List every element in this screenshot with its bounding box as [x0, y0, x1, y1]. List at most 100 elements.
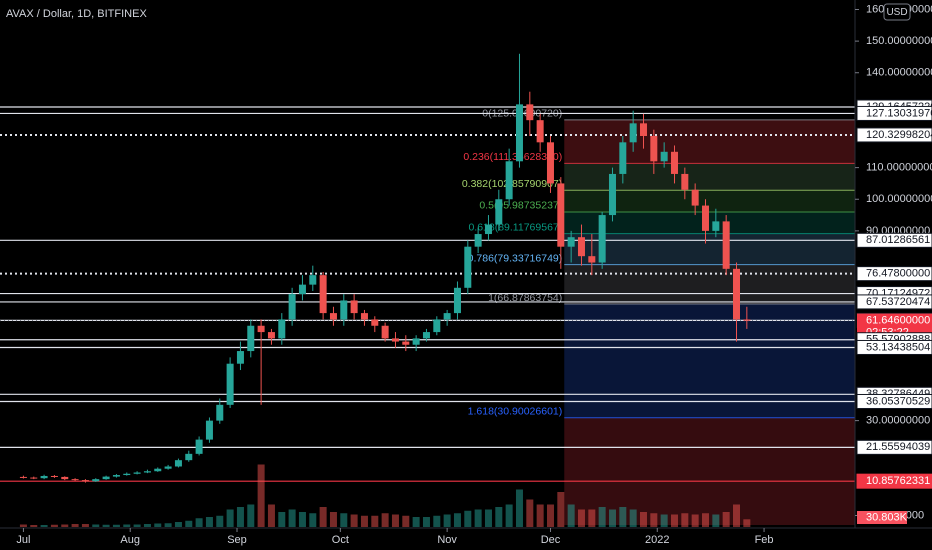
volume-bar: [340, 513, 348, 527]
volume-bar: [536, 504, 544, 527]
volume-bar: [495, 507, 503, 527]
volume-bar: [30, 525, 38, 527]
candle-body: [185, 453, 193, 461]
candle-body: [515, 104, 523, 162]
volume-bar: [619, 507, 627, 527]
level-label: 53.13438504: [866, 341, 930, 353]
volume-bar: [174, 522, 182, 527]
x-tick-label: Aug: [120, 534, 140, 546]
candle-body: [61, 476, 69, 480]
candle-body: [691, 189, 699, 206]
candle-body: [681, 173, 689, 190]
volume-bar: [81, 524, 89, 527]
candle-body: [536, 120, 544, 143]
candle-body: [712, 221, 720, 231]
candle-body: [309, 275, 317, 285]
volume-bar: [681, 513, 689, 527]
current-price-label: 61.64600000: [866, 314, 930, 326]
candle-body: [236, 351, 244, 364]
volume-bar: [371, 515, 379, 527]
currency-box[interactable]: [883, 3, 911, 21]
volume-bar: [691, 514, 699, 527]
level-label-box: [856, 393, 932, 409]
candle-body: [340, 300, 348, 320]
x-tick-label: Dec: [541, 534, 561, 546]
candle-body: [453, 287, 461, 314]
fib-label: 0.5(95.98735237): [479, 200, 562, 212]
volume-bar: [526, 499, 534, 527]
volume-bar: [288, 509, 296, 527]
candle-body: [19, 476, 27, 478]
candle-body: [402, 341, 410, 345]
x-tick-label: Sep: [227, 534, 247, 546]
candle-body: [743, 319, 751, 321]
candle-body: [412, 338, 420, 345]
candle-body: [102, 476, 110, 480]
volume-bar: [639, 512, 647, 527]
level-label: 87.01286561: [866, 234, 930, 246]
volume-bar: [50, 524, 58, 527]
candle-body: [226, 363, 234, 405]
volume-bar: [722, 512, 730, 527]
volume-bar: [660, 514, 668, 527]
x-tick-label: Oct: [332, 534, 349, 546]
currency[interactable]: USD: [886, 7, 907, 18]
volume-bar: [743, 519, 751, 527]
candle-body: [298, 284, 306, 295]
candle-body: [670, 151, 678, 174]
fib-label: 0.618(89.11769567): [468, 221, 562, 233]
x-tick-label: Feb: [755, 534, 774, 546]
volume-bar: [257, 464, 265, 527]
volume-bar: [71, 524, 79, 527]
volume-bar: [650, 513, 658, 527]
fib-label: 0.786(79.33716749): [468, 252, 563, 264]
volume-bar: [154, 523, 162, 527]
fib-band: [564, 163, 855, 191]
fib-band: [564, 233, 855, 265]
candle-body: [588, 256, 596, 263]
candle-body: [288, 294, 296, 320]
volume-bar: [309, 513, 317, 527]
volume-bar: [185, 520, 193, 527]
candle-body: [154, 468, 162, 472]
candle-body: [495, 199, 503, 225]
volume-bar: [402, 515, 410, 527]
candle-body: [391, 338, 399, 342]
x-tick-label: Jul: [16, 534, 30, 546]
volume-bar: [433, 515, 441, 527]
volume-bar: [381, 513, 389, 527]
volume-bar: [443, 514, 451, 527]
fib-label: 1.618(30.90026601): [468, 406, 563, 418]
level-label-box: [856, 232, 932, 248]
volume-bar: [112, 524, 120, 527]
candle-body: [464, 246, 472, 288]
candle-body: [474, 234, 482, 247]
fib-band: [564, 119, 855, 164]
volume-bar: [670, 514, 678, 527]
level-label-box: [856, 105, 932, 121]
volume-bar: [505, 504, 513, 527]
y-tick-label: 30.00000000: [866, 415, 930, 427]
volume-bar: [195, 518, 203, 527]
candle-body: [422, 332, 430, 339]
volume-bar: [453, 513, 461, 527]
volume-bar: [278, 512, 286, 527]
candle-body: [433, 319, 441, 333]
volume-bar: [61, 524, 69, 527]
candle-body: [112, 475, 120, 477]
volume-bar: [164, 523, 172, 527]
candle-body: [319, 275, 327, 314]
plot-area: 0(125.09600720)0.236(111.35628380)0.382(…: [0, 53, 855, 527]
volume-bar: [133, 524, 141, 527]
level-label-box: [856, 439, 932, 455]
candle-body: [484, 224, 492, 235]
level-label-box: [856, 294, 932, 310]
fib-label: 0.236(111.35628380): [463, 151, 562, 163]
volume-bar: [484, 509, 492, 527]
candle-body: [371, 319, 379, 326]
volume-bar: [298, 512, 306, 527]
candle-body: [164, 466, 172, 469]
candle-body: [660, 151, 668, 162]
volume-bar: [546, 504, 554, 527]
volume-bar: [360, 515, 368, 527]
